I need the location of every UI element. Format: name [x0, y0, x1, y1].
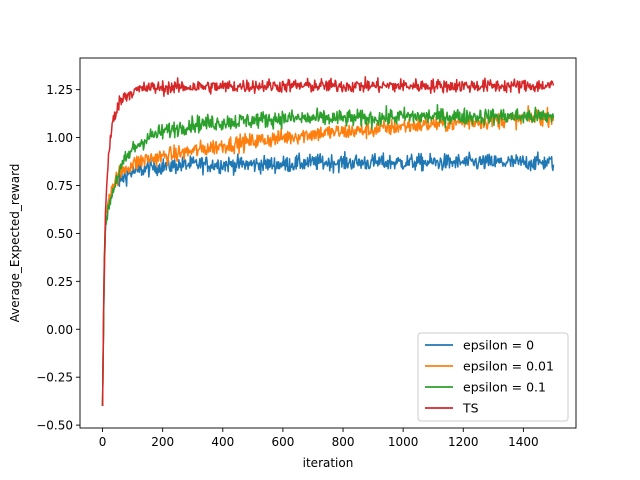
y-axis-label: Average_Expected_reward [8, 164, 22, 323]
y-tick-label: −0.50 [36, 419, 73, 433]
legend-label: epsilon = 0.01 [463, 359, 554, 374]
x-tick-label: 1200 [448, 435, 479, 449]
x-tick-label: 1400 [508, 435, 539, 449]
y-tick-label: 0.00 [46, 323, 73, 337]
legend-label: epsilon = 0.1 [463, 380, 546, 395]
y-tick-label: 0.25 [46, 275, 73, 289]
y-tick-label: 0.50 [46, 227, 73, 241]
x-tick-label: 1000 [388, 435, 419, 449]
y-tick-label: 1.25 [46, 83, 73, 97]
x-axis-label: iteration [303, 456, 354, 470]
x-tick-label: 600 [271, 435, 294, 449]
y-tick-label: 0.75 [46, 179, 73, 193]
x-tick-label: 0 [99, 435, 107, 449]
legend: epsilon = 0 epsilon = 0.01 epsilon = 0.1 TS [418, 333, 568, 421]
legend-label: TS [462, 401, 479, 416]
x-tick-label: 200 [151, 435, 174, 449]
y-tick-label: 1.00 [46, 131, 73, 145]
x-tick-label: 400 [211, 435, 234, 449]
x-tick-label: 800 [332, 435, 355, 449]
legend-label: epsilon = 0 [463, 338, 534, 353]
y-tick-label: −0.25 [36, 371, 73, 385]
